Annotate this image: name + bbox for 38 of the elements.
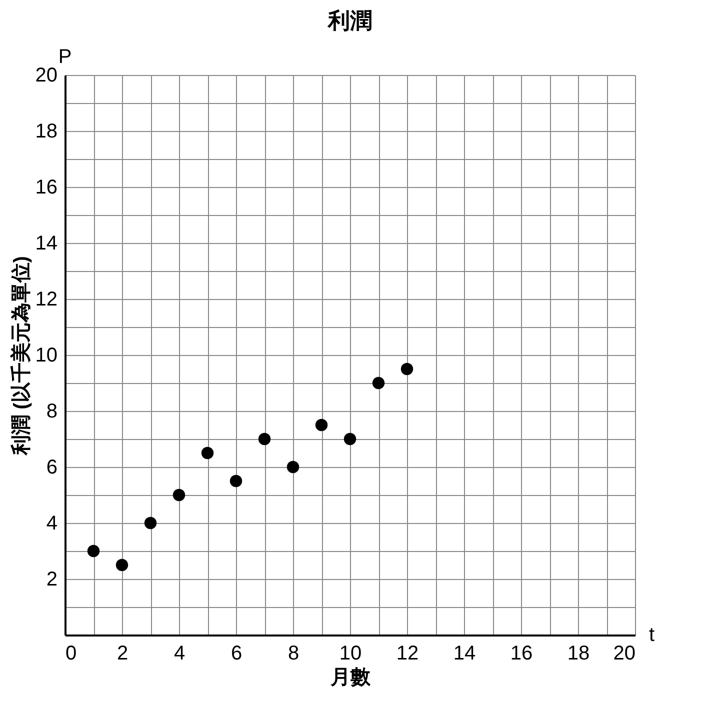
point xyxy=(258,432,271,446)
point xyxy=(372,376,385,390)
x-tick-label: 16 xyxy=(510,642,533,664)
x-axis-title: 月數 xyxy=(330,666,372,688)
x-tick-label: 18 xyxy=(567,642,590,664)
y-tick-label: 16 xyxy=(35,176,58,198)
chart-title: 利潤 xyxy=(327,8,372,33)
x-tick-label: 4 xyxy=(174,642,186,664)
y-tick-label: 8 xyxy=(46,400,58,422)
point xyxy=(201,446,214,460)
point xyxy=(116,558,128,572)
y-tick-label: 20 xyxy=(35,64,58,86)
y-axis-title: 利潤 (以千美元為單位) xyxy=(9,256,32,456)
x-tick-label: 14 xyxy=(453,642,476,664)
point xyxy=(286,460,300,474)
x-tick-label: 6 xyxy=(230,642,242,664)
y-tick-label: 4 xyxy=(46,512,58,534)
y-tick-label: 12 xyxy=(35,288,58,310)
text: t xyxy=(649,624,655,646)
x-tick-label: 12 xyxy=(396,642,419,664)
x-tick-label: 0 xyxy=(66,642,77,664)
y-tick-label: 2 xyxy=(46,568,58,590)
text: P xyxy=(58,46,72,68)
y-tick-label: 6 xyxy=(46,456,58,478)
x-tick-label: 20 xyxy=(613,642,636,664)
x-tick-label: 8 xyxy=(288,642,300,664)
point xyxy=(344,432,356,446)
y-tick-label: 18 xyxy=(35,120,58,142)
y-tick-label: 10 xyxy=(35,344,58,366)
point xyxy=(315,418,328,432)
point xyxy=(87,544,100,558)
y-tick-label: 14 xyxy=(35,232,58,254)
point xyxy=(172,488,186,502)
point xyxy=(230,474,242,488)
x-tick-label: 2 xyxy=(116,642,128,664)
point xyxy=(144,516,157,530)
x-tick-label: 10 xyxy=(339,642,362,664)
point xyxy=(400,362,414,376)
